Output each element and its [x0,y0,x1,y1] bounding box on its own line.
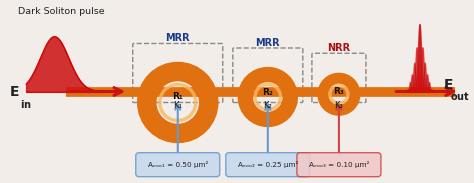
Text: $\mathbf{E}$: $\mathbf{E}$ [9,85,19,98]
Text: K₁: K₁ [173,100,182,109]
Text: Aₑₒₒ₂ = 0.25 μm²: Aₑₒₒ₂ = 0.25 μm² [237,161,298,168]
FancyBboxPatch shape [297,153,381,177]
FancyBboxPatch shape [136,153,220,177]
Text: K₃: K₃ [335,100,343,109]
Text: Aₑₒₒ₁ = 0.50 μm²: Aₑₒₒ₁ = 0.50 μm² [147,161,208,168]
FancyBboxPatch shape [226,153,310,177]
Text: R₃: R₃ [334,87,344,96]
Text: MRR: MRR [165,33,190,44]
Text: R₂: R₂ [263,88,273,97]
Text: R₁: R₁ [173,92,183,101]
Text: $\mathbf{in}$: $\mathbf{in}$ [20,98,32,109]
Text: K₂: K₂ [264,100,272,109]
Text: NRR: NRR [328,43,350,53]
Text: $\mathbf{E}$: $\mathbf{E}$ [443,78,454,92]
Text: MRR: MRR [255,38,280,48]
Text: Dark Soliton pulse: Dark Soliton pulse [18,7,105,16]
Text: Aₑₒₒ₃ = 0.10 μm²: Aₑₒₒ₃ = 0.10 μm² [309,161,369,168]
Text: $\mathbf{out}$: $\mathbf{out}$ [450,90,470,102]
